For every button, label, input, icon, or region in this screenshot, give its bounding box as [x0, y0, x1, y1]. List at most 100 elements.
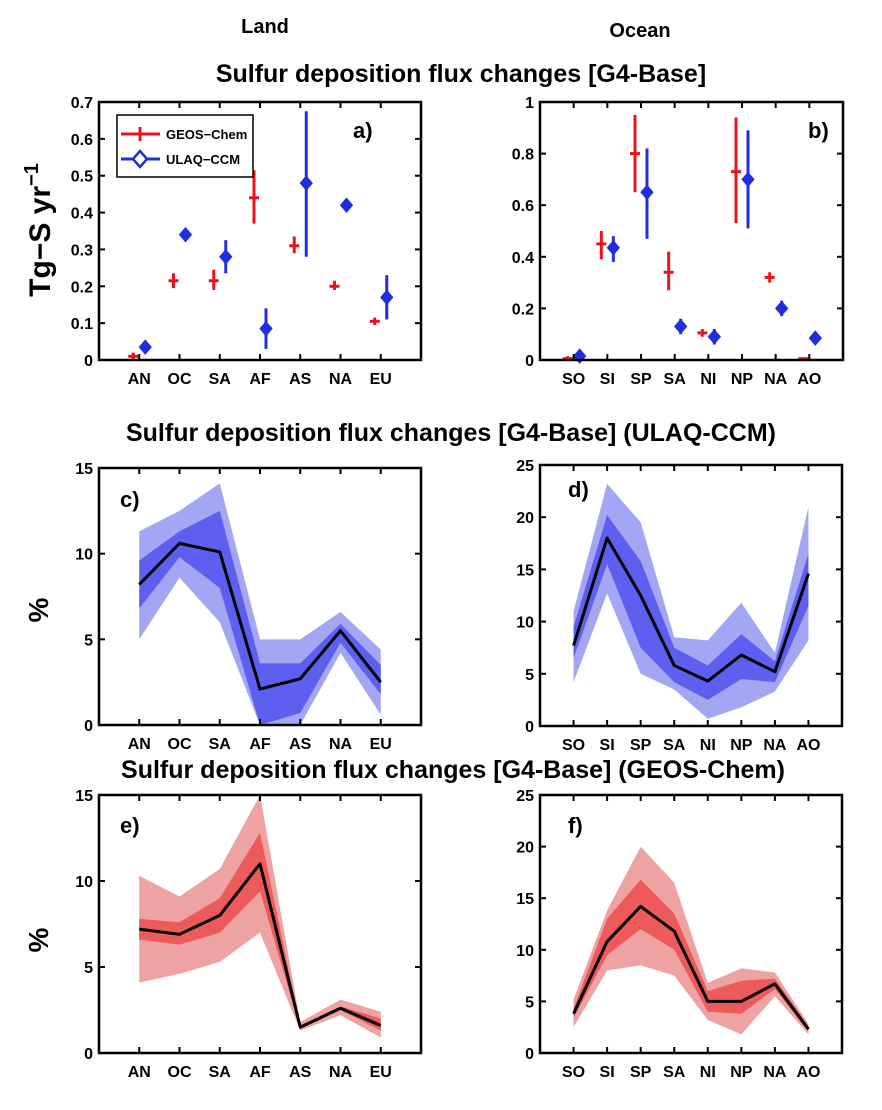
- x-tick-label: AS: [289, 736, 312, 753]
- mean-line-c: [138, 541, 382, 691]
- x-tick-label: SA: [209, 736, 232, 753]
- y-tick-label: 25: [516, 458, 534, 475]
- y-tick-label: 0: [84, 1046, 93, 1063]
- inner-band-f: [573, 879, 809, 1032]
- x-tick-label: AO: [797, 371, 821, 388]
- x-tick-label: SA: [664, 371, 687, 388]
- y-tick-label: 10: [75, 874, 93, 891]
- x-tick-label: NA: [329, 1064, 353, 1081]
- inner-band-c: [139, 510, 381, 725]
- panel-label-f: f): [568, 813, 583, 838]
- x-tick-label: AO: [796, 1064, 820, 1081]
- panel-label-b: b): [808, 118, 829, 143]
- x-tick-label: SA: [663, 1064, 686, 1081]
- point-ulaq: [606, 240, 620, 256]
- y-tick-label: 5: [84, 960, 93, 977]
- x-tick-label: SO: [562, 737, 585, 754]
- x-tick-label: EU: [370, 736, 392, 753]
- y-axis-label-pct-c: %: [23, 597, 54, 622]
- y-tick-label: 0.2: [71, 279, 93, 296]
- point-ulaq: [775, 300, 789, 317]
- panel-e: 0 5 10 15 AN OC SA AF AS NA EU e): [75, 788, 423, 1081]
- x-tick-label: NA: [329, 371, 353, 388]
- y-tick-label: 15: [516, 891, 534, 908]
- panel-b: 0 0.2 0.4 0.6 0.8 1 SO SI SP SA NI NP NA AO b): [512, 95, 845, 388]
- x-tick-label: EU: [370, 1064, 392, 1081]
- panel-f: 0 5 10 15 20 25 SO SI SP SA NI NP NA AO f): [516, 788, 844, 1081]
- x-tick-label: SI: [600, 737, 615, 754]
- point-ulaq: [299, 175, 313, 191]
- point-ulaq: [674, 318, 688, 335]
- y-tick-label: 0: [84, 718, 93, 735]
- point-ulaq: [640, 184, 654, 201]
- y-tick-label: 5: [525, 994, 534, 1011]
- x-tick-label: SP: [630, 737, 652, 754]
- row-title-2: Sulfur deposition flux changes [G4-Base]…: [126, 419, 776, 447]
- panel-a: 0 0.1 0.2 0.3 0.4 0.5 0.6 0.7 AN OC SA AF AS NA EU a): [71, 95, 423, 388]
- x-tick-label: NA: [763, 737, 787, 754]
- outer-band-e: [139, 795, 381, 1038]
- y-tick-label: 10: [516, 615, 534, 632]
- x-tick-label: AS: [289, 1064, 312, 1081]
- x-tick-label: SO: [562, 371, 585, 388]
- x-tick-label: SP: [630, 1064, 652, 1081]
- x-tick-label: NA: [764, 371, 788, 388]
- x-tick-label: SP: [630, 371, 652, 388]
- panel-label-d: d): [568, 477, 589, 502]
- y-tick-label: 0.8: [512, 147, 534, 164]
- y-tick-label: 10: [516, 943, 534, 960]
- y-tick-label: 25: [516, 788, 534, 805]
- x-tick-label: AF: [249, 1064, 271, 1081]
- row-title-3: Sulfur deposition flux changes [G4-Base]…: [121, 756, 785, 784]
- inner-band-d: [573, 515, 809, 700]
- x-tick-label: NI: [700, 737, 716, 754]
- y-tick-label: 0.6: [71, 132, 93, 149]
- x-tick-label: NP: [730, 737, 753, 754]
- legend-ulaq-marker: [131, 149, 149, 169]
- y-tick-label: 0.4: [512, 250, 534, 267]
- y-tick-label: 0.6: [512, 198, 534, 215]
- y-tick-label: 0.7: [71, 95, 93, 112]
- x-tick-label: AO: [796, 737, 820, 754]
- x-tick-label: AF: [249, 371, 271, 388]
- column-title-ocean: Ocean: [609, 20, 670, 42]
- axes-box-b: [538, 100, 845, 362]
- axes-box-d: [538, 463, 844, 728]
- mean-line-d: [572, 536, 810, 683]
- y-tick-label: 0.4: [71, 206, 93, 223]
- point-ulaq: [741, 171, 755, 188]
- x-tick-label: NA: [329, 736, 353, 753]
- x-tick-label: SA: [209, 1064, 232, 1081]
- y-axis-label-pct-e: %: [23, 927, 54, 952]
- panel-d: 0 5 10 15 20 25 SO SI SP SA NI NP NA AO d): [516, 458, 844, 754]
- x-tick-label: AN: [128, 736, 151, 753]
- y-tick-label: 0: [525, 1046, 534, 1063]
- legend-ulaq-label: ULAQ−CCM: [166, 152, 240, 167]
- y-tick-label: 20: [516, 840, 534, 857]
- y-tick-label: 20: [516, 510, 534, 527]
- panel-c: 0 5 10 15 AN OC SA AF AS NA EU c): [75, 461, 423, 753]
- x-tick-label: AN: [128, 371, 151, 388]
- y-tick-label: 1: [525, 95, 534, 112]
- plots-group: 00.10.20.30.40.50.60.7AN OC SA AF AS NA EUa)00…: [71, 95, 845, 1081]
- y-tick-label: 15: [516, 562, 534, 579]
- x-tick-label: NA: [763, 1064, 787, 1081]
- x-tick-label: NI: [700, 1064, 716, 1081]
- y-tick-label: 0: [84, 353, 93, 370]
- row-title-1: Sulfur deposition flux changes [G4-Base]: [216, 60, 706, 88]
- legend: GEOS−Chem ULAQ−CCM: [116, 114, 254, 178]
- y-tick-label: 5: [84, 632, 93, 649]
- x-tick-label: SA: [663, 737, 686, 754]
- point-ulaq: [138, 339, 152, 355]
- x-tick-label: SA: [209, 371, 232, 388]
- y-tick-label: 0: [525, 719, 534, 736]
- point-ulaq: [219, 249, 233, 265]
- x-tick-label: SI: [600, 371, 615, 388]
- mean-line-f: [572, 904, 810, 1031]
- y-tick-label: 15: [75, 461, 93, 478]
- axes-box-f: [538, 793, 844, 1055]
- x-tick-label: OC: [168, 736, 192, 753]
- x-tick-label: EU: [370, 371, 392, 388]
- point-ulaq: [707, 329, 721, 345]
